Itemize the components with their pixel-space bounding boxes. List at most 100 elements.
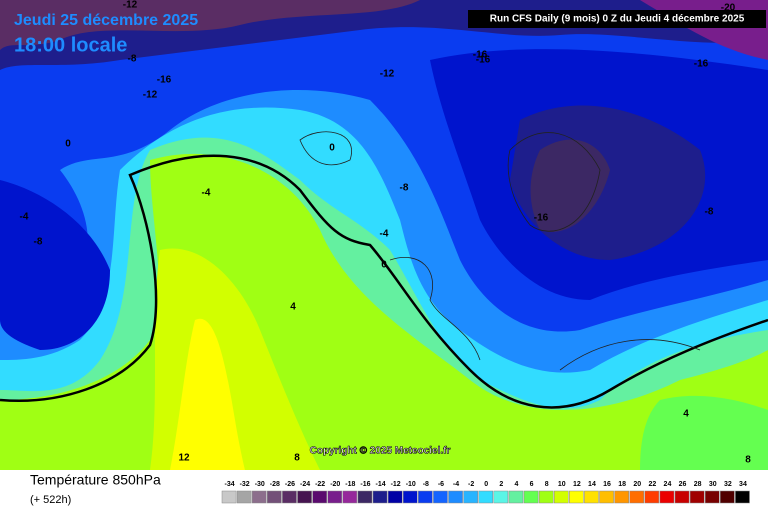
scale-label: 26 (679, 481, 687, 488)
scale-label: 12 (573, 481, 581, 488)
scale-cell (402, 490, 418, 504)
time: 18:00 locale (14, 34, 127, 56)
header: Jeudi 25 décembre 2025 18:00 locale Run … (14, 10, 766, 457)
scale-label: 18 (618, 481, 626, 488)
scale-label: -22 (315, 481, 325, 488)
contour-label: -4 (20, 212, 29, 223)
scale-cell (297, 490, 312, 504)
scale-label: -24 (300, 481, 310, 488)
contour-label: -8 (34, 237, 43, 248)
scale-cell (282, 490, 297, 504)
scale-cell (735, 490, 750, 504)
scale-cell (493, 490, 509, 504)
scale-cell (599, 490, 614, 504)
scale-cell (463, 490, 478, 504)
scale-label: -32 (240, 481, 250, 488)
legend-title: Température 850hPa (30, 472, 161, 488)
scale-label: -26 (285, 481, 295, 488)
contour-label: -16 (534, 213, 549, 224)
scale-cell (357, 490, 373, 504)
scale-cell (508, 490, 524, 504)
scale-cell (327, 490, 343, 504)
scale-label: -30 (255, 481, 265, 488)
contour-label: -16 (473, 50, 488, 61)
scale-label: 0 (484, 481, 488, 488)
date: Jeudi 25 décembre 2025 (14, 12, 198, 29)
scale-cell (569, 490, 584, 504)
scale-label: -18 (345, 481, 355, 488)
contour-label: -16 (157, 75, 172, 86)
contour-label: 0 (65, 139, 71, 150)
scale-cell (267, 490, 282, 504)
legend: Température 850hPa (+ 522h) -34 -32 -30 -28… (0, 470, 768, 512)
contour-label: -4 (202, 188, 211, 199)
contour-label: 4 (290, 302, 296, 313)
scale-cell (433, 490, 448, 504)
contour-label: -8 (128, 54, 137, 65)
scale-label: -20 (330, 481, 340, 488)
contour-label: 0 (381, 260, 387, 271)
scale-label: 16 (603, 481, 611, 488)
map (0, 0, 768, 470)
copyright: Copyright © 2025 Meteociel.fr (310, 446, 451, 457)
scale-label: 8 (545, 481, 549, 488)
contour-labels: -12-8-16-12-12-16-16 -16-200 0-4-4-8-8-40-… (20, 0, 752, 466)
contour-label: 0 (329, 143, 335, 154)
contour-label: -16 (694, 59, 709, 70)
scale-cell (629, 490, 645, 504)
scale-label: -4 (453, 481, 459, 488)
scale-cell (236, 490, 252, 504)
scale-label: 10 (558, 481, 566, 488)
scale-label: -12 (391, 481, 401, 488)
contour-label: -20 (721, 3, 736, 14)
run-box (468, 10, 766, 28)
contour-label: 8 (745, 455, 751, 466)
contour-label: 8 (294, 453, 300, 464)
scale-cell (478, 490, 494, 504)
scale-cell (553, 490, 569, 504)
contour-label: -8 (400, 183, 409, 194)
scale-label: -16 (360, 481, 370, 488)
scale-cell (659, 490, 675, 504)
scale-cell (538, 490, 554, 504)
contour-label: -16 (476, 55, 491, 66)
scale-label: 22 (648, 481, 656, 488)
scale-label: 20 (633, 481, 641, 488)
scale-cell (614, 490, 629, 504)
contour-label: -4 (380, 229, 389, 240)
scale-cell (418, 490, 433, 504)
contour-label: -12 (380, 69, 395, 80)
scale-cell (251, 490, 267, 504)
scale-cell (704, 490, 720, 504)
scale-cell (523, 490, 539, 504)
scale-label: 6 (530, 481, 534, 488)
scale-cell (387, 490, 403, 504)
scale-cell (221, 490, 237, 504)
scale-cell (584, 490, 599, 504)
scale-label: -28 (270, 481, 280, 488)
scale-label: 34 (739, 481, 747, 488)
scale-label: -14 (375, 481, 385, 488)
scale-label: 2 (499, 481, 503, 488)
scale-label: 4 (514, 481, 518, 488)
scale-label: -8 (423, 481, 429, 488)
scale-cell (342, 490, 358, 504)
scale-label: 14 (588, 481, 596, 488)
scale-label: 28 (694, 481, 702, 488)
legend-subtitle: (+ 522h) (30, 494, 71, 506)
contour-label: 4 (683, 409, 689, 420)
contour-label: 12 (178, 453, 190, 464)
scale-cell (644, 490, 660, 504)
scale-cell (689, 490, 705, 504)
scale-label: 32 (724, 481, 732, 488)
contour-label: -12 (143, 90, 158, 101)
scale-cell (720, 490, 735, 504)
scale-label: -10 (406, 481, 416, 488)
scale-cell (674, 490, 690, 504)
scale-label: -6 (438, 481, 444, 488)
scale-label: -34 (224, 481, 234, 488)
scale-cell (312, 490, 327, 504)
scale-label: 24 (664, 481, 672, 488)
run-info: Run CFS Daily (9 mois) 0 Z du Jeudi 4 dé… (490, 14, 745, 25)
